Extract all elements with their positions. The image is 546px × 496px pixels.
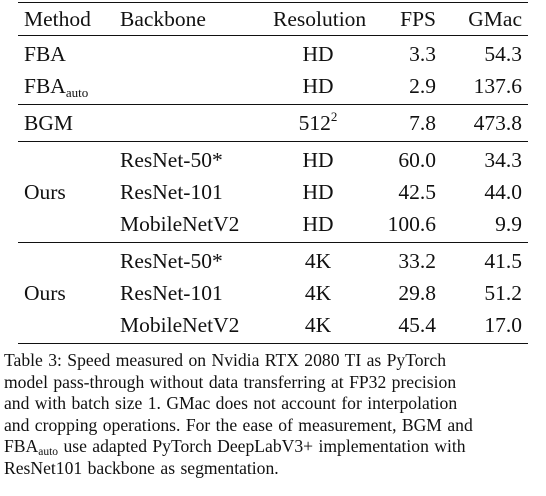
header-method: Method	[24, 7, 91, 31]
table-row: ResNet-101 HD 42.5 44.0	[18, 176, 528, 208]
caption-line: and with batch size 1. GMac does not acc…	[4, 393, 458, 414]
backbone-cell: ResNet-50*	[120, 148, 223, 172]
gmac-cell: 34.3	[484, 148, 522, 172]
fps-cell: 7.8	[409, 111, 436, 135]
gmac-cell: 51.2	[484, 281, 522, 305]
fps-cell: 33.2	[398, 249, 436, 273]
table-row: MobileNetV2 4K 45.4 17.0	[18, 309, 528, 341]
table-row: MobileNetV2 HD 100.6 9.9	[18, 208, 528, 240]
group-rule	[18, 141, 528, 142]
gmac-cell: 137.6	[473, 74, 522, 98]
resolution-cell: HD	[302, 212, 334, 236]
table-row: ResNet-101 4K 29.8 51.2	[18, 277, 528, 309]
gmac-cell: 473.8	[473, 111, 522, 135]
table-header-row: Method Backbone Resolution FPS GMac	[18, 3, 528, 35]
caption-line: FBAauto use adapted PyTorch DeepLabV3+ i…	[4, 436, 466, 459]
resolution-cell: HD	[302, 74, 334, 98]
table-top-rule	[18, 2, 528, 3]
gmac-cell: 17.0	[484, 313, 522, 337]
fps-cell: 3.3	[409, 42, 436, 66]
resolution-cell: 5122	[298, 109, 338, 135]
resolution-cell: HD	[302, 42, 334, 66]
table-row: FBAauto HD 2.9 137.6	[18, 70, 528, 102]
backbone-cell: ResNet-101	[120, 281, 223, 305]
gmac-cell: 41.5	[484, 249, 522, 273]
header-gmac: GMac	[468, 7, 522, 31]
fps-cell: 29.8	[398, 281, 436, 305]
table-row: ResNet-50* 4K 33.2 41.5	[18, 245, 528, 277]
method-cell: FBAauto	[24, 74, 89, 100]
resolution-cell: HD	[302, 148, 334, 172]
method-cell: BGM	[24, 111, 73, 135]
fps-cell: 42.5	[398, 180, 436, 204]
gmac-cell: 44.0	[484, 180, 522, 204]
table-row: BGM 5122 7.8 473.8	[18, 107, 528, 139]
table-bottom-rule	[18, 343, 528, 344]
fps-cell: 60.0	[398, 148, 436, 172]
table-row: ResNet-50* HD 60.0 34.3	[18, 144, 528, 176]
method-cell: FBA	[24, 42, 66, 66]
caption-line: ResNet101 backbone as segmentation.	[4, 457, 279, 478]
resolution-cell: HD	[302, 180, 334, 204]
fps-cell: 2.9	[409, 74, 436, 98]
speed-table: Method Backbone Resolution FPS GMac FBA …	[18, 2, 528, 344]
table-row: FBA HD 3.3 54.3	[18, 38, 528, 70]
fps-cell: 100.6	[387, 212, 436, 236]
gmac-cell: 9.9	[495, 212, 522, 236]
caption-line: model pass-through without data transfer…	[4, 371, 457, 392]
caption-line: and cropping operations. For the ease of…	[4, 414, 473, 435]
method-cell: Ours	[24, 180, 66, 204]
group-rule	[18, 242, 528, 243]
caption-line: Table 3: Speed measured on Nvidia RTX 20…	[4, 350, 446, 370]
header-backbone: Backbone	[120, 7, 206, 31]
backbone-cell: MobileNetV2	[120, 212, 240, 236]
backbone-cell: MobileNetV2	[120, 313, 240, 337]
ours-hd-group: Ours ResNet-50* HD 60.0 34.3 ResNet-101 …	[18, 142, 528, 242]
resolution-cell: 4K	[304, 313, 332, 337]
backbone-cell: ResNet-101	[120, 180, 223, 204]
method-cell: Ours	[24, 281, 66, 305]
resolution-cell: 4K	[304, 281, 332, 305]
backbone-cell: ResNet-50*	[120, 249, 223, 273]
header-resolution: Resolution	[273, 7, 367, 31]
header-rule	[18, 35, 528, 36]
ours-4k-group: Ours ResNet-50* 4K 33.2 41.5 ResNet-101 …	[18, 243, 528, 343]
header-fps: FPS	[400, 7, 436, 31]
fps-cell: 45.4	[398, 313, 436, 337]
table-caption: Table 3: Speed measured on Nvidia RTX 20…	[4, 350, 542, 480]
resolution-cell: 4K	[304, 249, 332, 273]
gmac-cell: 54.3	[484, 42, 522, 66]
group-rule	[18, 104, 528, 105]
